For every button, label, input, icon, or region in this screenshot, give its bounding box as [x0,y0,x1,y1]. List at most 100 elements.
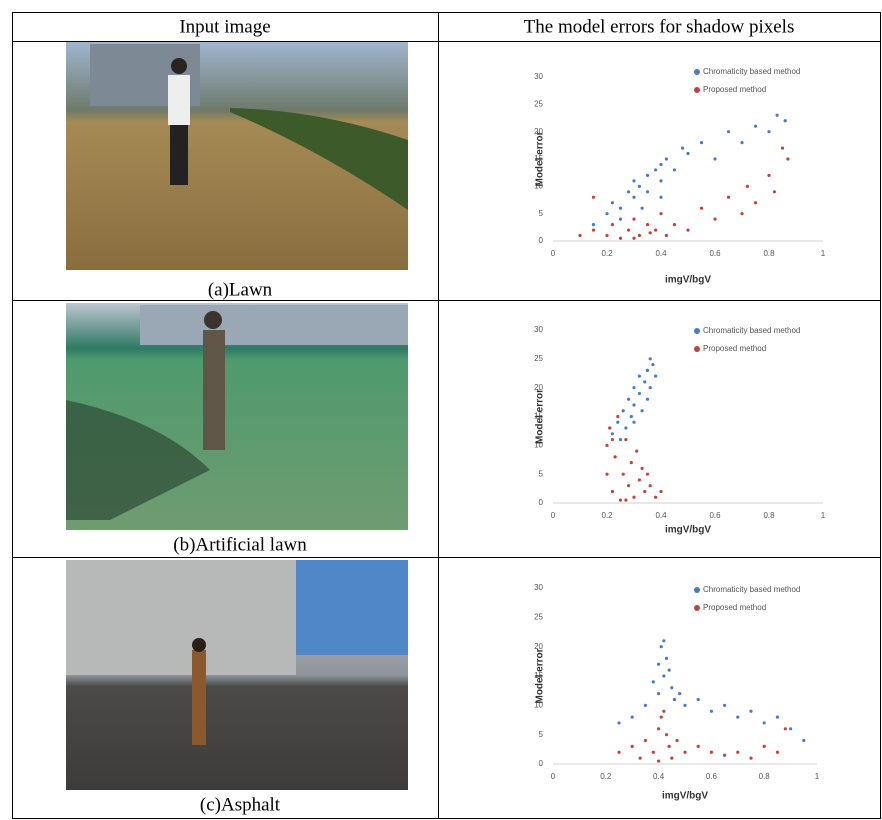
point [736,751,739,754]
point [643,490,646,493]
point [611,201,614,204]
point [592,196,595,199]
point [624,499,627,502]
point [763,721,766,724]
point [784,119,787,122]
point [638,234,641,237]
point [683,704,686,707]
legend-label: Proposed method [703,85,766,94]
x-tick-label: 0.2 [601,249,613,258]
header: The model errors for shadow pixels [524,16,795,37]
point [646,369,649,372]
y-tick-label: 30 [534,325,543,334]
point [631,715,634,718]
point [605,444,608,447]
y-tick-label: 30 [534,72,543,81]
point [639,757,642,760]
x-tick-label: 0.2 [601,511,613,520]
y-axis-label: Model error [535,648,546,703]
point [662,710,665,713]
point [673,223,676,226]
y-tick-label: 25 [534,99,543,108]
point [652,751,655,754]
point [773,190,776,193]
caption: (c)Asphalt [200,794,281,815]
point [767,130,770,133]
point [619,499,622,502]
point [665,157,668,160]
point [670,686,673,689]
y-tick-label: 0 [539,759,544,768]
point [632,237,635,240]
point [763,745,766,748]
point [646,223,649,226]
x-axis-label: imgV/bgV [662,791,708,802]
legend-label: Chromaticity based method [703,585,800,594]
point [767,174,770,177]
point [776,751,779,754]
point [644,739,647,742]
point [631,745,634,748]
point [749,710,752,713]
point [665,234,668,237]
point [646,398,649,401]
point [619,438,622,441]
legend-marker [694,328,700,334]
point [657,727,660,730]
point [754,201,757,204]
point [749,757,752,760]
point [627,398,630,401]
point [646,190,649,193]
caption: (b)Artificial lawn [173,534,307,555]
point [627,228,630,231]
point [649,484,652,487]
point [736,715,739,718]
point [673,168,676,171]
legend-marker [694,87,700,93]
point [678,692,681,695]
point [746,185,749,188]
legend-marker [694,605,700,611]
point [627,484,630,487]
point [668,745,671,748]
legend-label: Chromaticity based method [703,67,800,76]
point [632,196,635,199]
point [622,409,625,412]
y-tick-label: 5 [539,209,544,218]
point [675,739,678,742]
point [776,114,779,117]
point [697,745,700,748]
point [649,231,652,234]
point [710,751,713,754]
x-tick-label: 0.4 [653,772,665,781]
point [657,692,660,695]
point [781,146,784,149]
y-axis-label: Model error [535,389,546,444]
legend-label: Proposed method [703,344,766,353]
point [638,478,641,481]
legend-marker [694,587,700,593]
point [619,218,622,221]
photo [66,42,408,270]
point [605,234,608,237]
x-tick-label: 1 [815,772,820,781]
point [727,196,730,199]
point [659,163,662,166]
photo [66,303,408,530]
point [632,179,635,182]
point [619,237,622,240]
point [605,473,608,476]
x-tick-label: 0.6 [709,249,721,258]
point [638,185,641,188]
point [697,698,700,701]
point [654,168,657,171]
point [616,421,619,424]
point [700,141,703,144]
point [657,759,660,762]
point [630,461,633,464]
point [638,392,641,395]
point [646,473,649,476]
point [668,669,671,672]
point [710,710,713,713]
x-tick-label: 0.8 [759,772,771,781]
